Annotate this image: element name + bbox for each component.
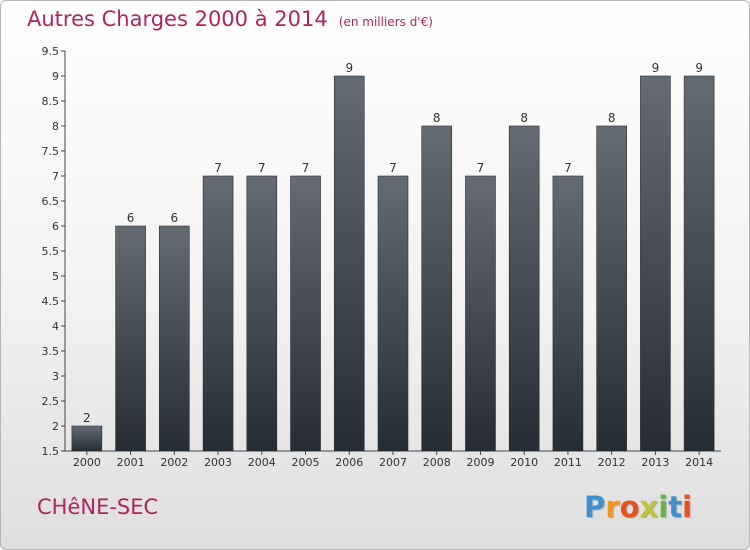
x-tick-label: 2001 <box>117 456 145 469</box>
x-tick-label: 2013 <box>641 456 669 469</box>
bar-value-label: 8 <box>608 111 616 125</box>
y-tick-label: 6.5 <box>42 195 60 208</box>
y-tick-label: 6 <box>52 220 59 233</box>
bar <box>552 175 584 452</box>
bar <box>640 75 671 452</box>
logo-letter: x <box>639 490 659 524</box>
y-tick-label: 7 <box>52 170 59 183</box>
y-tick-label: 5 <box>52 270 59 283</box>
y-tick-label: 9 <box>52 70 59 83</box>
x-tick-label: 2003 <box>204 456 232 469</box>
x-tick-label: 2007 <box>379 456 407 469</box>
bar-value-label: 6 <box>171 211 179 225</box>
y-tick-label: 5.5 <box>42 245 60 258</box>
y-tick-label: 4 <box>52 320 59 333</box>
chart-title-block: Autres Charges 2000 à 2014 (en milliers … <box>27 7 433 31</box>
x-tick-label: 2008 <box>423 456 451 469</box>
logo-letter: i <box>682 490 693 524</box>
bar <box>246 175 278 452</box>
x-tick-label: 2004 <box>248 456 276 469</box>
y-tick-label: 8 <box>52 120 59 133</box>
bar-value-label: 7 <box>258 161 266 175</box>
y-tick-label: 8.5 <box>42 95 60 108</box>
bar-value-label: 7 <box>564 161 572 175</box>
bar <box>465 175 496 452</box>
bar-value-label: 7 <box>477 161 485 175</box>
x-tick-label: 2002 <box>160 456 188 469</box>
y-tick-label: 4.5 <box>42 295 60 308</box>
bar-value-label: 8 <box>520 111 528 125</box>
chart-title: Autres Charges 2000 à 2014 <box>27 7 328 31</box>
logo-letter: t <box>668 490 683 524</box>
bar-value-label: 8 <box>433 111 441 125</box>
x-tick-label: 2012 <box>598 456 626 469</box>
y-tick-label: 2 <box>52 420 59 433</box>
proxiti-logo: Proxiti <box>584 490 692 524</box>
chart-subtitle: (en milliers d'€) <box>338 15 433 29</box>
bar <box>115 225 146 452</box>
logo-letter: i <box>658 490 669 524</box>
bar <box>377 175 409 452</box>
x-tick-label: 2009 <box>466 456 494 469</box>
x-tick-label: 2014 <box>685 456 713 469</box>
bar <box>421 125 453 452</box>
y-tick-label: 3.5 <box>42 345 60 358</box>
bar <box>508 125 540 452</box>
bar <box>683 75 715 452</box>
bar-value-label: 7 <box>214 161 222 175</box>
x-tick-label: 2010 <box>510 456 538 469</box>
x-tick-label: 2000 <box>73 456 101 469</box>
logo-letter: r <box>605 490 620 524</box>
bar <box>159 225 190 452</box>
bar-value-label: 9 <box>345 61 353 75</box>
bar-value-label: 6 <box>127 211 135 225</box>
bar <box>333 75 365 452</box>
logo-letter: P <box>584 490 606 524</box>
y-tick-label: 2.5 <box>42 395 60 408</box>
bar <box>596 125 627 452</box>
bar <box>290 175 321 452</box>
bar <box>71 425 103 452</box>
logo-letter: o <box>619 490 640 524</box>
bar-value-label: 9 <box>652 61 660 75</box>
bar-value-label: 7 <box>302 161 310 175</box>
y-tick-label: 1.5 <box>42 445 60 458</box>
x-tick-label: 2005 <box>292 456 320 469</box>
bar <box>202 175 234 452</box>
x-tick-label: 2006 <box>335 456 363 469</box>
y-tick-label: 9.5 <box>42 45 60 58</box>
y-tick-label: 3 <box>52 370 59 383</box>
x-tick-label: 2011 <box>554 456 582 469</box>
place-name: CHêNE-SEC <box>37 495 159 519</box>
bar-value-label: 2 <box>83 411 91 425</box>
y-tick-label: 7.5 <box>42 145 60 158</box>
bar-value-label: 9 <box>695 61 703 75</box>
bar-value-label: 7 <box>389 161 397 175</box>
